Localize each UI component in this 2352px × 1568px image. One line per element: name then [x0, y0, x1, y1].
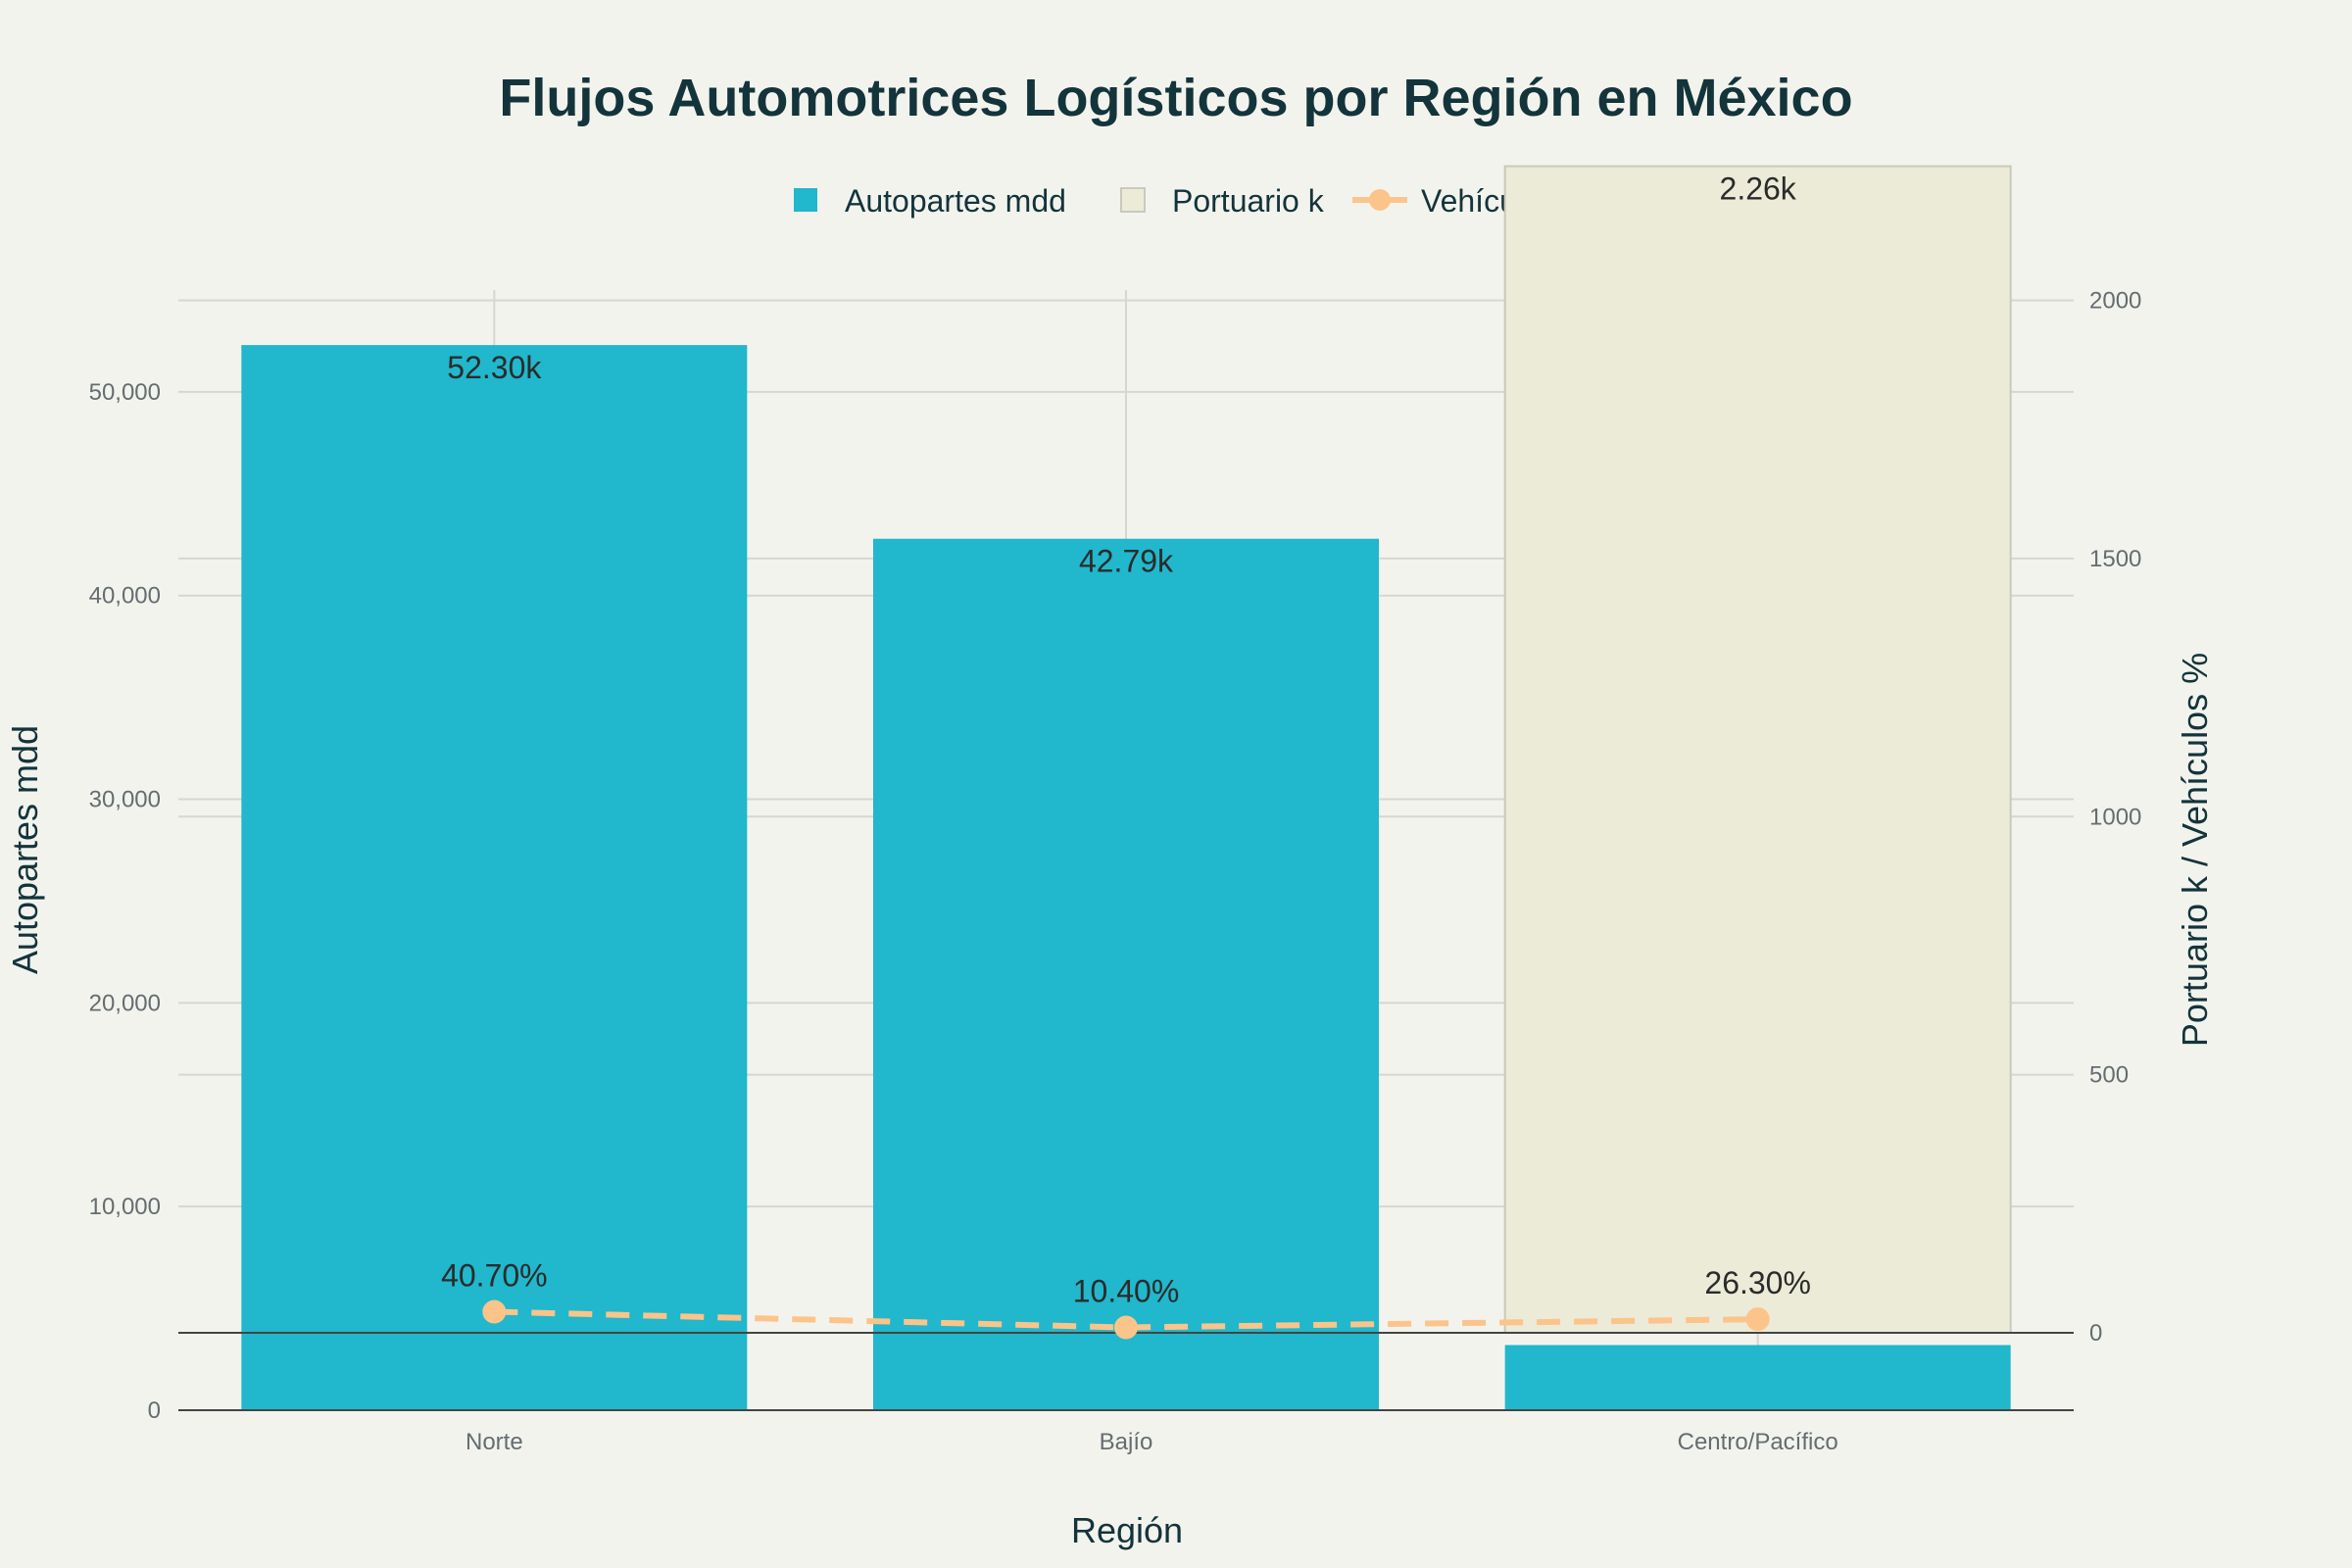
line-series [482, 1299, 1770, 1340]
bar-data-label: 52.30k [447, 350, 542, 385]
vehiculos-point [1114, 1315, 1138, 1340]
axes: 0 10,000 20,000 30,000 40,000 50,000 0 500 1000 1… [89, 288, 2142, 1455]
bars [241, 165, 2012, 1411]
x-tick-label: Bajío [1100, 1429, 1153, 1455]
legend-label: Portuario k [1172, 183, 1325, 219]
data-labels: 52.30k 42.79k 2.26k 40.70% 10.40% 26.30% [441, 172, 1811, 1309]
y2-tick-label: 1500 [2089, 546, 2141, 572]
y-tick-label: 40,000 [89, 583, 161, 610]
y-tick-label: 0 [148, 1397, 161, 1424]
line-data-label: 40.70% [441, 1258, 548, 1294]
vehiculos-point [482, 1299, 507, 1324]
legend-label: Autopartes mdd [845, 183, 1066, 219]
y-tick-label: 50,000 [89, 379, 161, 406]
y2-tick-label: 500 [2089, 1062, 2129, 1089]
legend-swatch [794, 188, 817, 212]
bar-autopartes [1504, 1345, 2011, 1410]
y-tick-label: 20,000 [89, 990, 161, 1016]
y-tick-label: 10,000 [89, 1194, 161, 1220]
y2-tick-label: 0 [2089, 1320, 2102, 1347]
line-data-label: 10.40% [1073, 1274, 1180, 1309]
legend-swatch [1120, 187, 1146, 213]
bar-autopartes [241, 345, 748, 1411]
bar-data-label: 42.79k [1079, 544, 1174, 579]
vehiculos-point [1745, 1307, 1770, 1332]
y2-tick-label: 1000 [2089, 804, 2141, 830]
bar-data-label: 2.26k [1720, 172, 1797, 207]
x-tick-label: Norte [466, 1429, 523, 1455]
y2-axis-title: Portuario k / Vehículos % [2175, 653, 2215, 1047]
y2-tick-label: 2000 [2089, 288, 2141, 315]
line-data-label: 26.30% [1704, 1265, 1811, 1300]
bar-autopartes [873, 538, 1379, 1410]
vehiculos-line [494, 1308, 1758, 1331]
legend-marker [1369, 189, 1391, 211]
x-axis-title: Región [1071, 1510, 1183, 1550]
x-tick-label: Centro/Pacífico [1678, 1429, 1838, 1455]
chart-title: Flujos Automotrices Logísticos por Regió… [499, 69, 1852, 127]
bar-portuario [1503, 165, 2012, 1334]
y-axis-title: Autopartes mdd [5, 725, 45, 974]
y-tick-label: 30,000 [89, 787, 161, 813]
